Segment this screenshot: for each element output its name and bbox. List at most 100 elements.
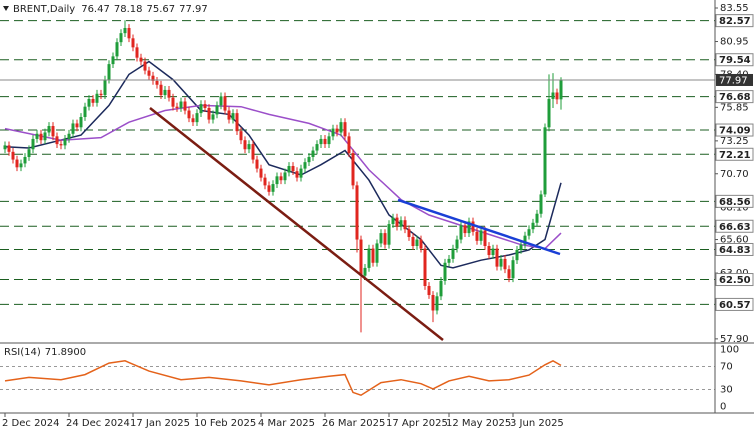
candle-body [343,122,347,137]
candle-body [503,258,507,270]
level-label-box [715,219,754,233]
candle-body [275,176,279,185]
rsi-tick-label: 0 [720,402,726,413]
candle-body [459,225,463,240]
candle-body [535,213,539,223]
rsi-current: 71.8900 [45,347,86,358]
candle-body [499,258,503,267]
level-label-box [715,14,754,28]
x-tick-label: 2 Dec 2024 [2,418,60,429]
candle-body [227,110,231,120]
candle-body [27,149,31,157]
candle-body [399,220,403,227]
candle-body [519,244,523,250]
plot-area [0,20,715,397]
candle-body [199,104,203,114]
candle-body [363,267,367,276]
candle-body [207,107,211,120]
candle-body [183,101,187,111]
current-price-label: 77.97 [719,75,748,86]
candle-body [95,93,99,103]
x-tick-label: 24 Dec 2024 [66,418,130,429]
candle-body [259,168,263,178]
level-label: 62.50 [719,275,751,286]
candle-body [431,295,435,311]
candle-body [23,156,27,164]
rsi-header: RSI(14) 71.8900 [4,347,86,358]
candle-body [147,70,151,76]
candle-body [155,80,159,85]
candle-body [335,128,339,133]
candle-body [307,156,311,163]
level-label-box [715,273,754,287]
candle-body [187,110,191,119]
candle-body [135,47,139,58]
candle-body [51,126,55,137]
x-tick-label: 17 Apr 2025 [386,418,448,429]
level-label-box [715,123,754,137]
candle-body [515,249,519,261]
y-tick-label: 73.25 [720,136,749,147]
candle-body [531,222,535,230]
candle-body [247,144,251,150]
x-tick-label: 10 Feb 2025 [194,418,256,429]
candle-body [119,33,123,43]
candle-body [151,75,155,81]
candle-body [163,89,167,96]
level-label: 79.54 [719,55,751,66]
candle-body [267,185,271,192]
candle-body [407,229,411,237]
x-tick-label: 3 Jun 2025 [510,418,564,429]
candle-body [11,151,15,160]
candle-body [463,225,467,234]
candle-body [107,64,111,80]
moving-average [4,104,562,250]
candle-body [319,138,323,145]
candle-body [427,285,431,296]
candle-body [455,239,459,249]
candle-body [115,42,119,57]
candle-body [71,123,75,134]
candle-body [391,217,395,225]
rsi-line [4,359,562,397]
candle-body [59,144,63,146]
close-value: 77.97 [179,4,208,15]
low-value: 75.67 [146,4,175,15]
candle-body [195,113,199,123]
candle-body [215,105,219,115]
level-label-box [715,194,754,208]
level-label: 66.63 [719,222,751,233]
menu-icon[interactable] [3,6,9,11]
candle-body [331,128,335,137]
candle-body [435,296,439,311]
candle-body [47,126,51,133]
candle-body [191,118,195,123]
candle-body [419,239,423,249]
candle-body [523,235,527,245]
candle-body [127,27,131,39]
candle-body [103,79,107,96]
candle-body [203,104,207,108]
candle-body [559,79,563,100]
candle-body [31,138,35,150]
candle-body [507,269,511,279]
candle-body [175,106,179,108]
candle-body [7,145,11,152]
candle-body [167,89,171,98]
candle-body [415,239,419,246]
candle-body [79,116,83,128]
candle-body [371,248,375,263]
candle-body [143,61,147,71]
candle-body [75,123,79,128]
x-tick-label: 26 Mar 2025 [322,418,385,429]
candle-body [403,220,407,230]
candle-body [379,233,383,244]
candle-body [271,184,275,192]
level-label-box [715,90,754,104]
candle-body [55,136,59,145]
candle-body [299,168,303,178]
candle-body [387,224,391,245]
candle-body [555,92,559,100]
candle-body [291,166,295,172]
